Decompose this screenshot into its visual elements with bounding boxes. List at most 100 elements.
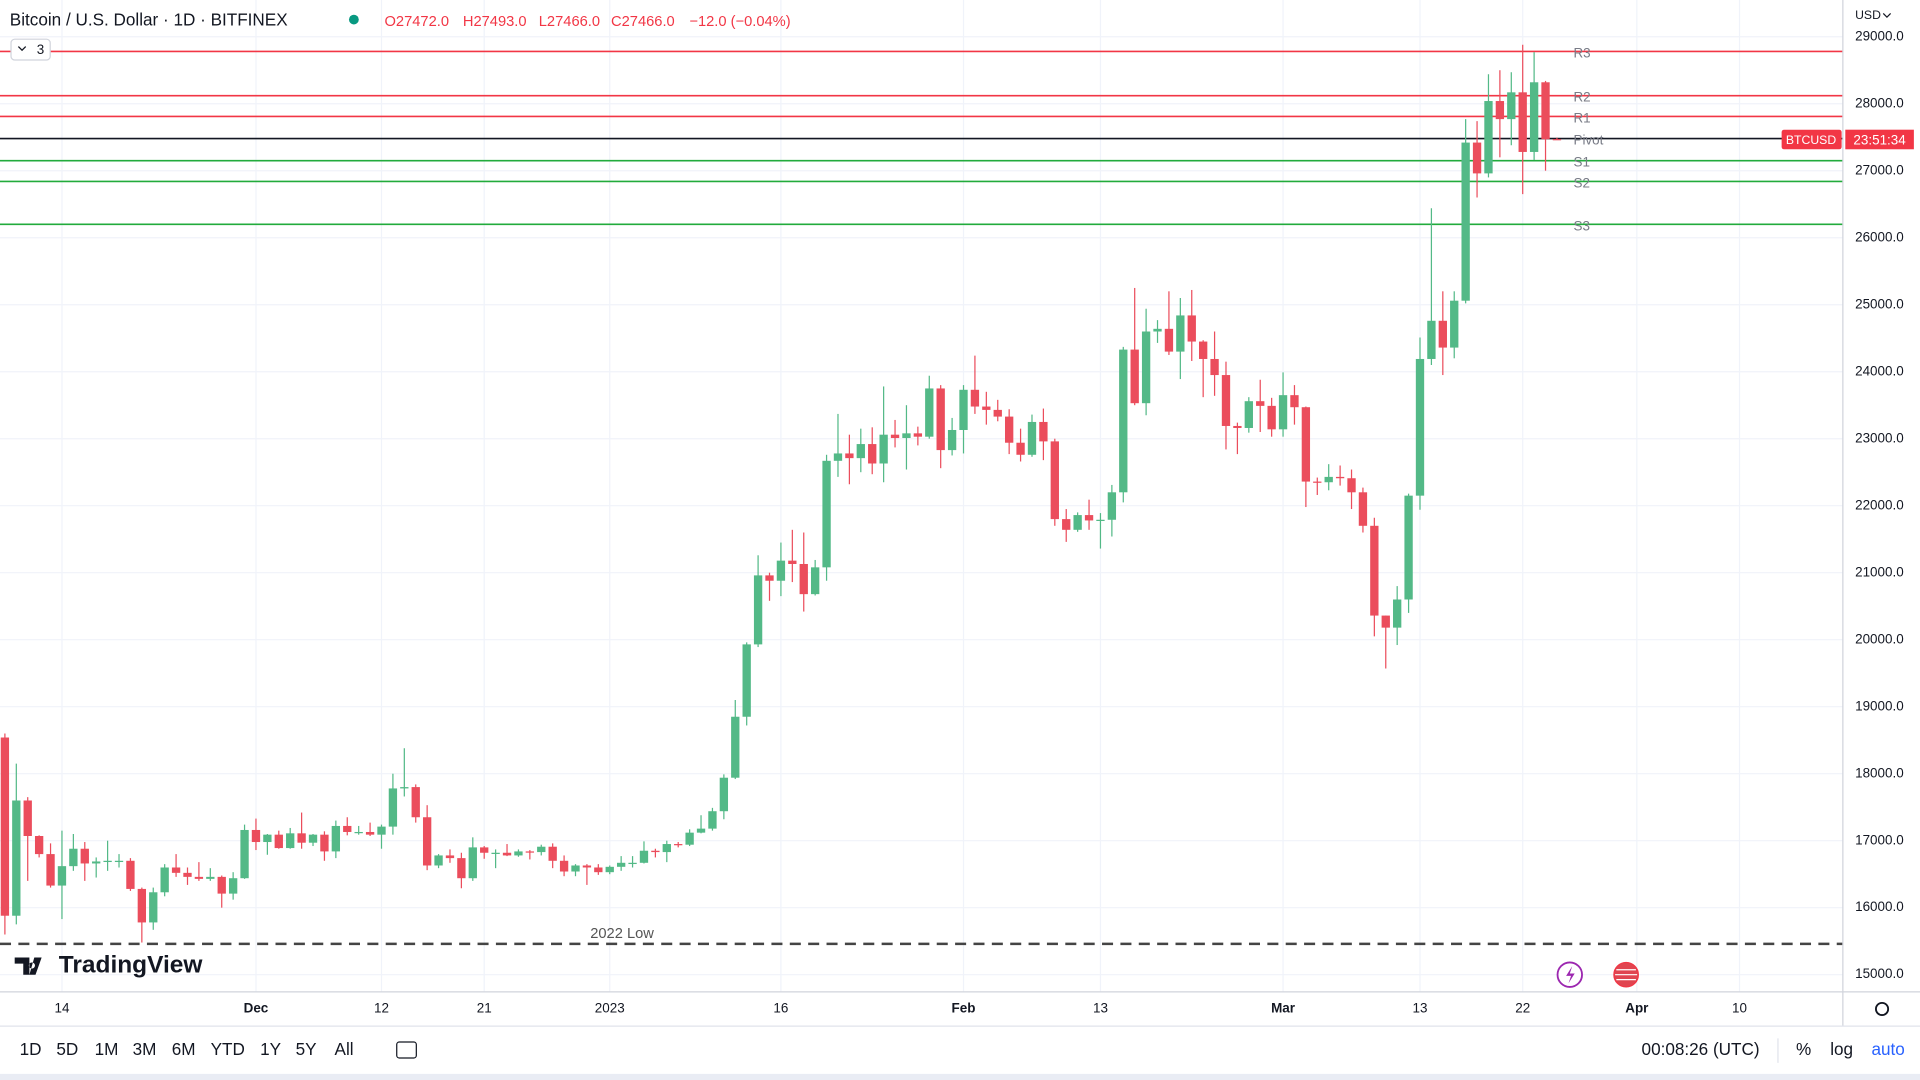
market-status: [348, 14, 359, 25]
flash-icon: [1566, 966, 1575, 984]
candle-body: [993, 409, 1002, 417]
candle-body: [286, 833, 295, 849]
x-tick-label: 10: [1732, 1001, 1747, 1016]
range-button[interactable]: 5Y: [296, 1039, 318, 1059]
candle-body: [1404, 495, 1413, 600]
candle-body: [1050, 441, 1059, 520]
candle-body: [217, 876, 226, 894]
candle-body: [171, 867, 181, 873]
candle-body: [1370, 525, 1379, 616]
candle-body: [445, 855, 455, 859]
settings-icon[interactable]: [1875, 1001, 1890, 1017]
range-button[interactable]: 5D: [56, 1039, 78, 1059]
y-tick-label: 21000.0: [1855, 564, 1904, 579]
candle-body: [1073, 515, 1082, 530]
candle-body: [23, 800, 32, 836]
range-button[interactable]: 6M: [172, 1039, 196, 1059]
range-button[interactable]: 1M: [95, 1039, 119, 1059]
candle-body: [1301, 407, 1311, 482]
range-button[interactable]: YTD: [211, 1039, 245, 1059]
countdown-label: 23:51:34: [1853, 132, 1906, 147]
countdown-box: [1845, 129, 1914, 150]
candle-body: [263, 834, 272, 843]
candle-body: [149, 892, 158, 923]
y-tick-label: 29000.0: [1855, 28, 1904, 43]
candle-body: [776, 560, 786, 581]
log-toggle[interactable]: log: [1830, 1039, 1853, 1059]
candle-body: [662, 844, 671, 853]
price-tag-box: [1781, 129, 1842, 150]
candle-body: [742, 644, 751, 717]
candle-body: [0, 737, 10, 916]
candle-body: [354, 831, 363, 834]
candle-body: [651, 850, 660, 853]
candle-body: [947, 429, 957, 451]
candle-body: [1176, 315, 1185, 352]
y-tick-label: 22000.0: [1855, 497, 1904, 512]
range-button[interactable]: 1Y: [260, 1039, 282, 1059]
candle-body: [1187, 315, 1196, 342]
currency-select[interactable]: USD: [1855, 8, 1881, 22]
candle-body: [799, 563, 808, 595]
candle-body: [879, 434, 888, 464]
candle-body: [194, 876, 204, 879]
candle-body: [1267, 405, 1276, 430]
x-tick-label: 16: [773, 1001, 788, 1016]
candle-body: [1141, 331, 1151, 404]
bottom-strip: [0, 1073, 1920, 1080]
candle-body: [514, 851, 523, 856]
candle-body: [1153, 328, 1162, 332]
candle-body: [1324, 476, 1333, 483]
candle-body: [468, 847, 477, 879]
clock[interactable]: 00:08:26 (UTC): [1642, 1039, 1760, 1059]
indicators-count[interactable]: 3: [37, 42, 44, 57]
candle-body: [1290, 395, 1299, 408]
indicators-toggle[interactable]: [10, 38, 51, 61]
candle-body: [1415, 358, 1425, 496]
candle-body: [856, 444, 865, 459]
x-tick-label: 21: [477, 1001, 492, 1016]
y-tick-label: 16000.0: [1855, 899, 1904, 914]
candle-body: [274, 834, 283, 849]
candle-body: [103, 860, 112, 863]
candle-body: [46, 854, 55, 886]
price-tag-symbol: BTCUSD: [1786, 133, 1836, 147]
candle-body: [457, 858, 466, 879]
candle-body: [1210, 358, 1219, 376]
candle-body: [297, 833, 306, 843]
candle-body: [548, 846, 557, 861]
candle-body: [80, 848, 89, 864]
candle-body: [936, 388, 945, 451]
candle-body: [1199, 341, 1208, 359]
date-range-icon[interactable]: [396, 1041, 417, 1059]
candle-body: [1552, 139, 1562, 141]
candle-body: [160, 867, 169, 893]
candle-body: [902, 433, 911, 439]
candle-body: [34, 835, 44, 855]
auto-toggle[interactable]: auto: [1871, 1039, 1904, 1059]
candle-body: [765, 575, 774, 581]
range-button[interactable]: 1D: [20, 1039, 42, 1059]
candle-body: [1313, 481, 1322, 483]
x-tick-label: 2023: [595, 1001, 625, 1016]
x-tick-label: 14: [54, 1001, 69, 1016]
y-tick-label: 23000.0: [1855, 430, 1904, 445]
ohlc-open: O27472.0: [384, 14, 449, 30]
candle-body: [1529, 82, 1539, 152]
candle-body: [1244, 401, 1253, 428]
pivot-level-label: S1: [1573, 155, 1589, 170]
candle-body: [833, 453, 843, 461]
x-tick-label: 12: [374, 1001, 389, 1016]
candle-body: [12, 800, 21, 916]
range-button[interactable]: All: [335, 1039, 354, 1059]
candle-body: [1450, 300, 1459, 348]
x-tick-label: Feb: [952, 1001, 976, 1016]
range-button[interactable]: 3M: [133, 1039, 157, 1059]
ohlc-close: C27466.0: [611, 14, 675, 30]
candle-body: [228, 878, 238, 894]
candle-body: [434, 855, 443, 866]
percent-toggle[interactable]: %: [1796, 1039, 1811, 1059]
x-tick-label: Mar: [1271, 1001, 1296, 1016]
